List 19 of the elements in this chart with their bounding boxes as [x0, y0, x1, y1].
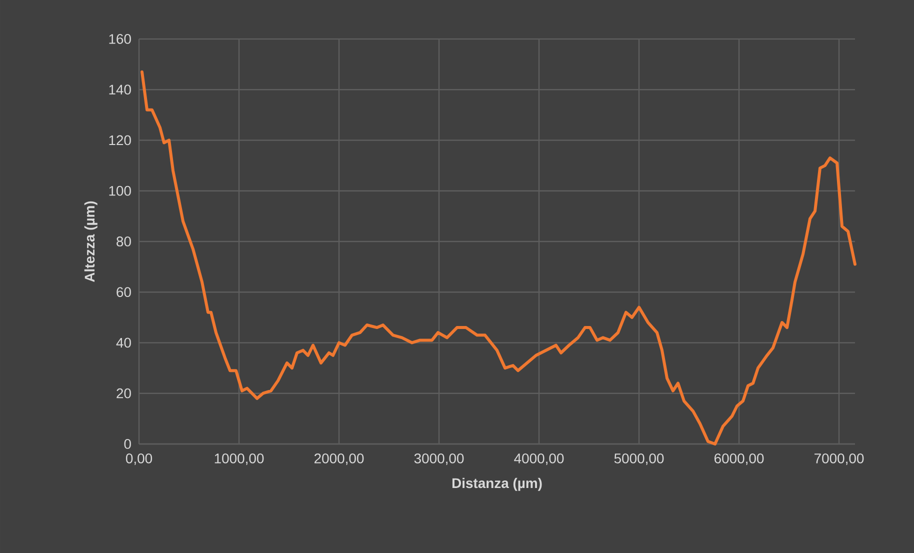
y-tick-label: 120 [109, 135, 131, 146]
x-tick-label: 3000,00 [414, 453, 464, 466]
y-tick-label: 0 [124, 439, 131, 449]
x-tick-label: 5000,00 [614, 453, 664, 466]
x-tick-label: 6000,00 [714, 453, 764, 466]
y-tick-label: 140 [109, 84, 131, 95]
y-tick-label: 20 [116, 388, 131, 398]
y-axis-title: Altezza (µm) [84, 201, 98, 282]
x-tick-label: 2000,00 [314, 453, 364, 466]
y-tick-label: 160 [109, 34, 131, 44]
y-tick-label: 80 [116, 236, 131, 246]
x-tick-label: 1000,00 [214, 453, 264, 466]
x-tick-label: 4000,00 [514, 453, 564, 466]
x-tick-label: 7000,00 [814, 453, 864, 466]
x-tick-label: 0,00 [126, 453, 152, 466]
y-tick-label: 40 [116, 338, 131, 348]
y-tick-label: 60 [116, 287, 131, 298]
x-axis-title: Distanza (µm) [452, 478, 542, 491]
y-tick-label: 100 [109, 186, 131, 196]
